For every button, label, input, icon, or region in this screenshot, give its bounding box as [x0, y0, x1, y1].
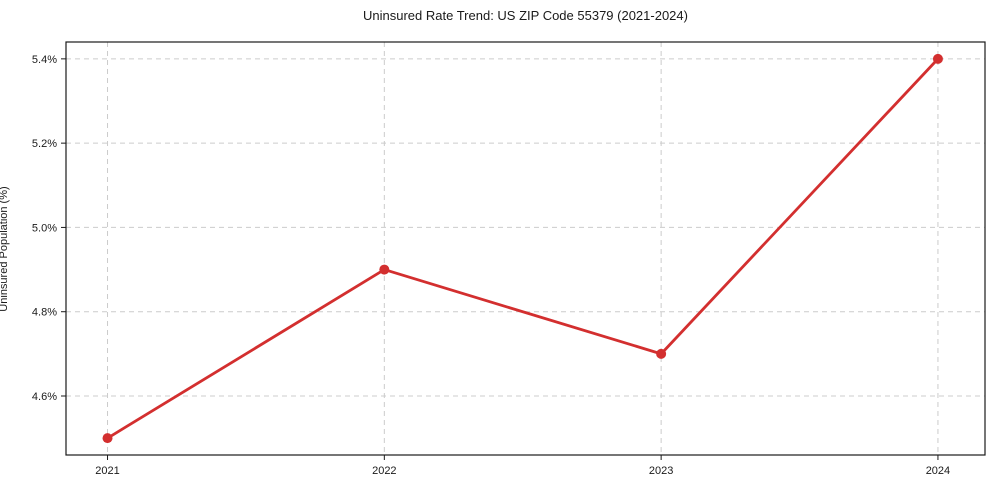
data-line [106, 57, 940, 440]
y-tick-label: 4.8% [32, 307, 57, 319]
y-tick-label: 5.4% [32, 54, 57, 66]
plot-border [65, 41, 986, 456]
data-point-marker [379, 264, 390, 275]
y-tick-label: 4.6% [32, 391, 57, 403]
data-point-marker [932, 53, 943, 64]
y-tick-label: 5.0% [32, 222, 57, 234]
x-tick-label: 2021 [95, 465, 119, 477]
y-tick-label: 5.2% [32, 138, 57, 150]
x-tick-label: 2022 [372, 465, 396, 477]
data-point-marker [656, 348, 667, 359]
x-tick-label: 2023 [649, 465, 673, 477]
chart-title: Uninsured Rate Trend: US ZIP Code 55379 … [363, 8, 688, 23]
x-tick-label: 2024 [926, 465, 950, 477]
y-axis-label: Uninsured Population (%) [0, 186, 10, 312]
data-point-marker [102, 433, 113, 444]
